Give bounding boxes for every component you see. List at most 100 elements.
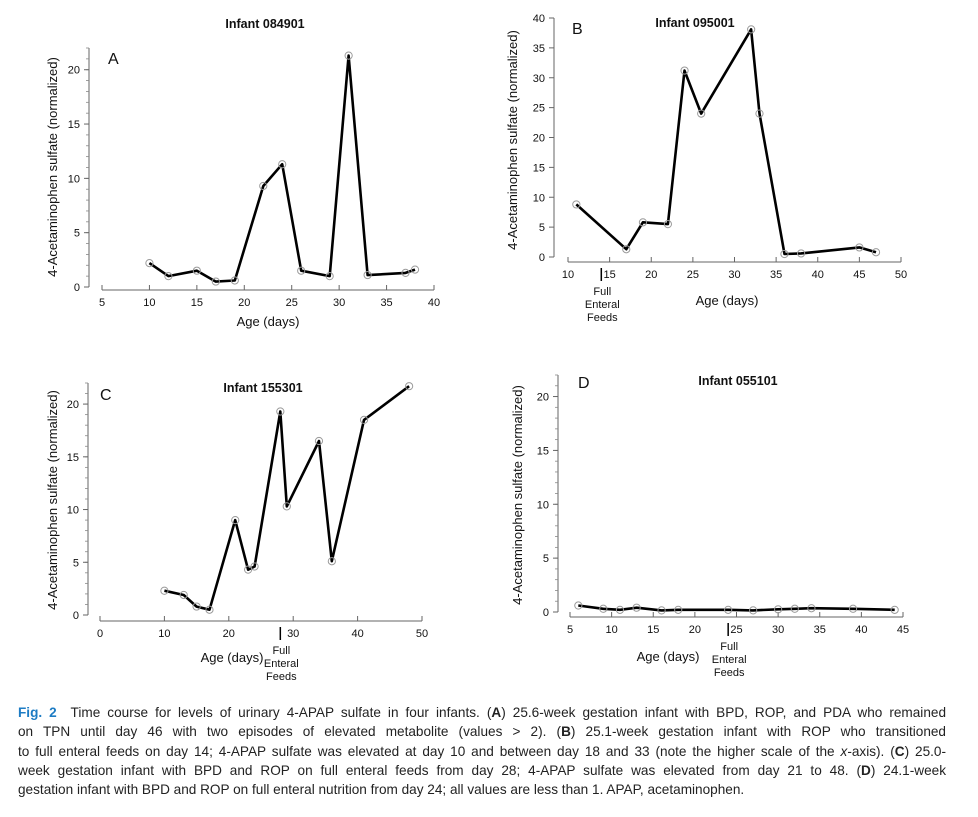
y-tick-label: 0 <box>539 252 545 264</box>
x-tick-label: 35 <box>814 624 826 636</box>
y-tick-label: 5 <box>539 222 545 234</box>
x-tick-label: 5 <box>567 624 573 636</box>
x-tick-label: 20 <box>645 269 657 281</box>
panel-letter: B <box>572 21 583 38</box>
y-tick-label: 5 <box>74 228 80 240</box>
y-tick-label: 25 <box>533 103 545 115</box>
x-tick-label: 20 <box>689 624 701 636</box>
chart-title: Infant 055101 <box>698 374 777 388</box>
caption-text: A <box>491 705 502 720</box>
panel-c: 0 5 10 15 20 0 10 20 30 40 50 Age (days) 4-Acetamino… <box>45 381 428 683</box>
caption-text: B <box>561 724 571 740</box>
data-point <box>192 266 201 275</box>
x-tick-label: 30 <box>772 624 784 636</box>
x-tick-label: 15 <box>604 269 616 281</box>
data-point <box>747 25 756 34</box>
panel-letter: D <box>578 375 590 392</box>
data-point <box>674 605 683 614</box>
caption-text: week gestation infant with BPD and ROP o… <box>18 762 862 778</box>
y-tick-label: 35 <box>533 43 545 55</box>
y-tick-label: 10 <box>537 499 549 511</box>
data-point <box>327 557 336 566</box>
caption-line: Fig. 2 Time course for levels of urinary… <box>18 703 946 722</box>
x-axis-label: Age (days) <box>201 650 264 665</box>
y-tick-label: 15 <box>68 119 80 131</box>
x-tick-label: 25 <box>730 624 742 636</box>
data-point <box>724 605 733 614</box>
data-point <box>848 604 858 613</box>
y-tick-label: 20 <box>537 392 549 404</box>
data-point <box>680 66 689 75</box>
data-point <box>615 605 625 614</box>
data-point <box>774 605 783 614</box>
annotation-text: Enteral <box>585 299 620 311</box>
caption-text: ) 24.1-week <box>870 762 946 778</box>
data-point <box>401 268 410 277</box>
y-axis-label: 4-Acetaminophen sulfate (normalized) <box>510 385 525 605</box>
panel-a: 0 5 10 15 20 5 10 15 20 25 30 35 40 Age (days) 4-Aceta… <box>45 17 440 329</box>
y-tick-label: 5 <box>73 557 79 569</box>
chart-title: Infant 155301 <box>223 381 302 395</box>
annotation-text: Feeds <box>587 312 618 324</box>
data-point <box>755 109 764 118</box>
data-point <box>663 220 673 229</box>
data-point <box>145 259 154 268</box>
data-point <box>314 436 324 446</box>
x-tick-label: 40 <box>855 624 867 636</box>
y-tick-label: 30 <box>533 73 545 85</box>
y-tick-label: 15 <box>533 162 545 174</box>
x-axis-label: Age (days) <box>637 649 700 664</box>
data-point <box>599 604 608 613</box>
data-point <box>890 605 899 614</box>
data-point <box>211 277 220 286</box>
annotation-text: Feeds <box>266 671 297 683</box>
data-point <box>231 515 240 525</box>
data-point <box>574 601 583 610</box>
x-tick-label: 45 <box>897 624 909 636</box>
data-point <box>278 160 287 169</box>
x-tick-label: 10 <box>606 624 618 636</box>
x-tick-label: 20 <box>238 297 250 309</box>
caption-text: gestation infant with BPD and ROP on ful… <box>18 782 745 798</box>
y-tick-label: 0 <box>543 607 549 619</box>
x-tick-label: 40 <box>351 628 363 640</box>
x-tick-label: 30 <box>728 269 740 281</box>
figure-panels: 0 5 10 15 20 5 10 15 20 25 30 35 40 Age (days) 4-Aceta… <box>45 13 909 683</box>
y-tick-label: 10 <box>68 173 80 185</box>
x-tick-label: 10 <box>143 297 155 309</box>
data-point <box>297 266 306 275</box>
data-point <box>855 243 864 252</box>
data-point <box>276 407 285 416</box>
data-point <box>282 502 291 511</box>
data-point <box>657 606 666 615</box>
data-point <box>179 590 188 600</box>
x-tick-label: 30 <box>287 628 299 640</box>
x-tick-label: 30 <box>333 297 345 309</box>
chart-title: Infant 084901 <box>225 17 304 31</box>
x-tick-label: 35 <box>770 269 782 281</box>
data-point <box>405 382 414 391</box>
x-tick-label: 25 <box>286 297 298 309</box>
caption-text: C <box>894 743 905 759</box>
y-tick-label: 15 <box>537 445 549 457</box>
data-point <box>244 565 253 574</box>
data-point <box>160 586 169 595</box>
caption-line: week gestation infant with BPD and ROP o… <box>18 761 946 780</box>
y-tick-label: 5 <box>543 553 549 565</box>
caption-line: on TPN until day 46 with two episodes of… <box>18 722 946 741</box>
x-tick-label: 45 <box>853 269 865 281</box>
data-point <box>697 109 706 118</box>
x-tick-label: 15 <box>647 624 659 636</box>
x-axis-label: Age (days) <box>696 293 759 308</box>
caption-text: ) 25.1-week gestation infant with ROP wh… <box>570 724 946 740</box>
data-point <box>259 181 268 191</box>
panel-d: 0 5 10 15 20 5 10 15 20 25 30 35 40 45 Age (days) 4-Ace… <box>510 374 909 679</box>
data-point <box>632 603 641 612</box>
series-line <box>148 54 416 283</box>
y-axis-label: 4-Acetaminophen sulfate (normalized) <box>505 30 520 250</box>
series-line <box>164 385 410 612</box>
panel-letter: A <box>108 51 119 68</box>
data-point <box>807 604 816 613</box>
x-tick-label: 40 <box>428 297 440 309</box>
x-tick-label: 10 <box>158 628 170 640</box>
